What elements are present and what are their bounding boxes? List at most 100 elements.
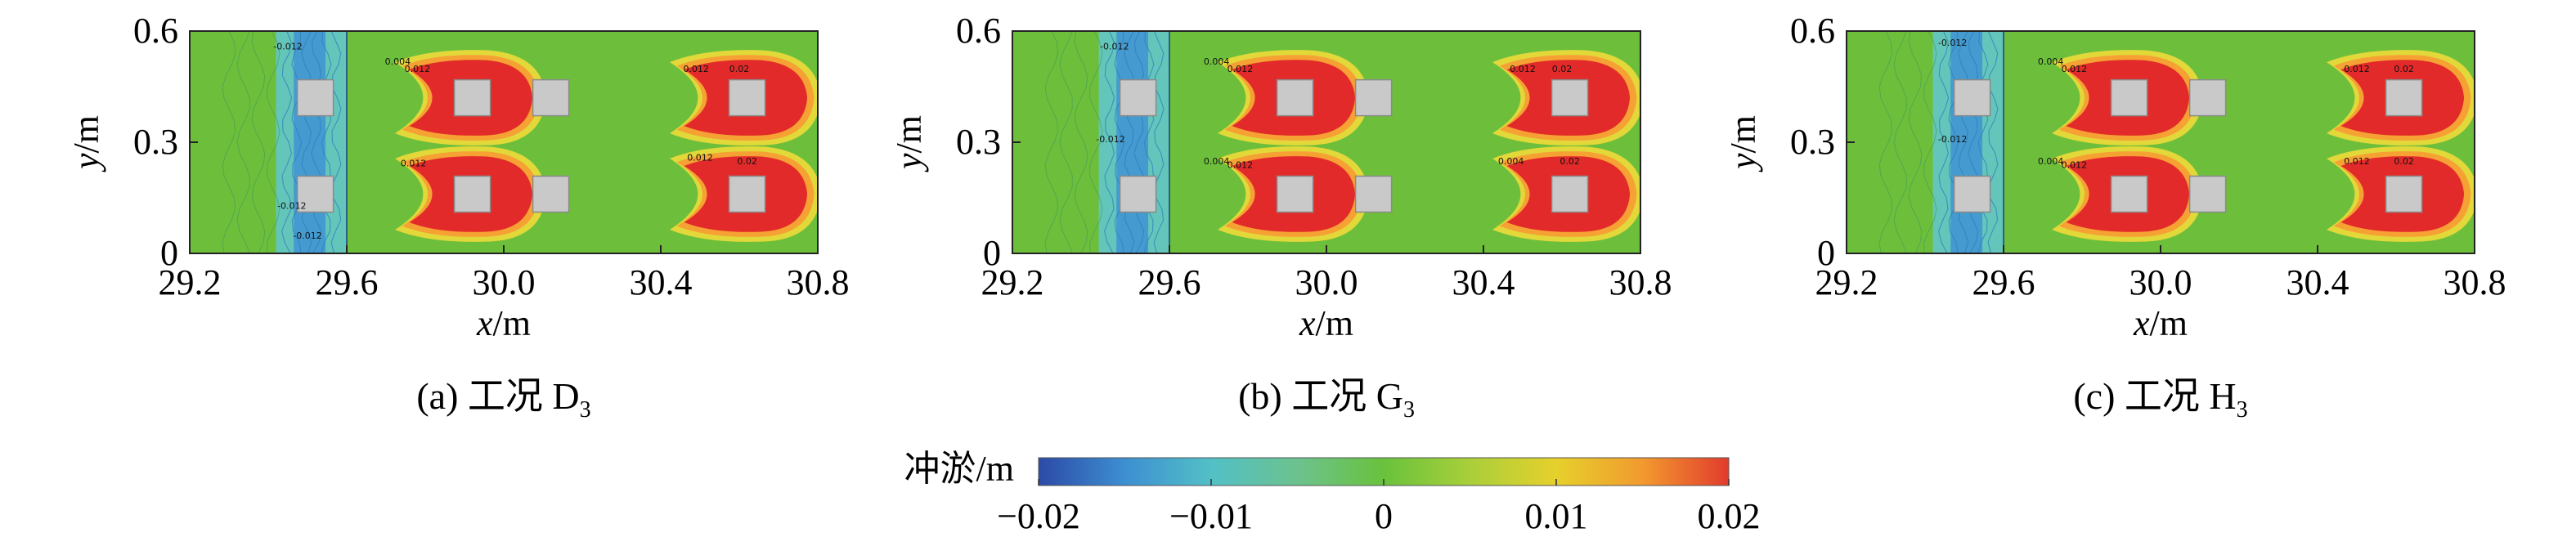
x-axis: 29.2 29.6 30.0 30.4 30.8: [1815, 245, 2506, 302]
contour-label: 0.004: [385, 56, 411, 67]
erosion-contour: [1987, 31, 1999, 253]
x-tick-label: 29.2: [159, 262, 222, 302]
x-tick-label: 30.0: [2129, 262, 2192, 302]
pier: [2110, 78, 2148, 117]
contour-label: -0.012: [277, 201, 306, 212]
erosion-contour: [330, 31, 342, 253]
contour-label: 0.012: [2344, 156, 2370, 167]
contour-label: 0.004: [1204, 156, 1230, 167]
colorbar: 冲淤/m −0.02 −0.01 0 0.01 0.02: [904, 449, 1761, 536]
field-contour: [1044, 31, 1059, 253]
pier: [1354, 78, 1393, 117]
pier: [1119, 175, 1157, 213]
contour-label: 0.012: [1510, 64, 1536, 74]
erosion-contour: [280, 31, 293, 253]
x-tick-label: 30.8: [2444, 262, 2506, 302]
plume-notch: [397, 74, 423, 121]
plume-notch: [671, 74, 698, 121]
pier: [728, 175, 766, 213]
contour-label: 0.004: [2038, 56, 2064, 67]
y-axis: 0 0.3 0.6: [133, 11, 198, 273]
y-tick-label: 0: [1817, 233, 1835, 273]
plume-notch: [671, 171, 698, 217]
y-axis-label: y/m: [66, 115, 106, 172]
pier: [1551, 175, 1589, 213]
x-axis: 29.2 29.6 30.0 30.4 30.8: [159, 245, 850, 302]
plume-notch: [1219, 171, 1245, 217]
y-axis-label: y/m: [1723, 115, 1763, 172]
erosion-contour: [1103, 31, 1115, 253]
field-contour: [1893, 31, 1907, 253]
colorbar-tick-label: −0.01: [1169, 496, 1253, 536]
pier: [1953, 78, 1991, 117]
plume-notch: [1494, 74, 1520, 121]
contour-label: 0.012: [2344, 64, 2370, 74]
erosion-contour: [291, 31, 303, 253]
x-tick-label: 29.2: [981, 262, 1044, 302]
plume-notch: [1494, 171, 1520, 217]
y-axis: 0 0.3 0.6: [1790, 11, 1855, 273]
y-tick-label: 0.6: [956, 11, 1001, 51]
y-axis: 0 0.3 0.6: [956, 11, 1021, 273]
pier: [1953, 175, 1991, 213]
pier: [2385, 78, 2423, 117]
contour-label: -0.012: [293, 231, 321, 241]
contour-label: 0.004: [1498, 156, 1524, 167]
x-tick-label: 30.4: [2287, 262, 2349, 302]
field-contour: [1089, 31, 1103, 253]
contour-label: -0.012: [1096, 134, 1124, 145]
erosion-contour: [1977, 31, 1989, 253]
contour-label: -0.012: [273, 42, 302, 52]
y-tick-label: 0.3: [133, 122, 178, 162]
x-tick-label: 30.4: [1452, 262, 1515, 302]
contour-label: -0.012: [1938, 134, 1967, 145]
pier: [2188, 175, 2227, 213]
y-tick-label: 0.6: [133, 11, 178, 51]
pier: [1276, 78, 1314, 117]
field-contour: [251, 31, 266, 253]
erosion-contour: [1124, 31, 1135, 253]
field-contour: [1074, 31, 1088, 253]
colorbar-tick-label: 0.02: [1698, 496, 1761, 536]
plume-notch: [2053, 74, 2080, 121]
plume-notch: [2053, 171, 2080, 217]
x-tick-label: 29.6: [1138, 262, 1201, 302]
erosion-contour: [1143, 31, 1155, 253]
plume-notch: [1219, 74, 1245, 121]
contour-label: 0.02: [737, 156, 757, 167]
contour-label: -0.012: [1100, 42, 1129, 52]
pier: [296, 78, 334, 117]
erosion-contour: [1114, 31, 1125, 253]
contour-label: 0.012: [1227, 64, 1254, 74]
contour-label: 0.012: [401, 158, 427, 168]
contour-label: 0.02: [1552, 64, 1573, 74]
y-tick-label: 0: [160, 233, 178, 273]
pier: [1354, 175, 1393, 213]
field-contour: [1908, 31, 1923, 253]
y-tick-label: 0: [983, 233, 1001, 273]
erosion-contour: [1937, 31, 1950, 253]
erosion-contour: [301, 31, 312, 253]
contour-label: 0.02: [729, 64, 750, 74]
erosion-contour: [1948, 31, 1959, 253]
contour-label: -0.012: [1938, 38, 1967, 48]
pier: [296, 175, 334, 213]
x-axis-label: x/m: [1299, 303, 1353, 343]
erosion-contour: [1133, 31, 1145, 253]
contour-label: 0.012: [405, 64, 431, 74]
contour-label: 0.012: [687, 153, 713, 163]
x-tick-label: 30.8: [787, 262, 850, 302]
erosion-contour: [1968, 31, 1979, 253]
contour-label: 0.012: [1227, 160, 1254, 171]
y-axis-label: y/m: [889, 115, 929, 172]
contour-label: 0.02: [2394, 156, 2414, 167]
field-contour: [1878, 31, 1893, 253]
field-contour: [1059, 31, 1073, 253]
